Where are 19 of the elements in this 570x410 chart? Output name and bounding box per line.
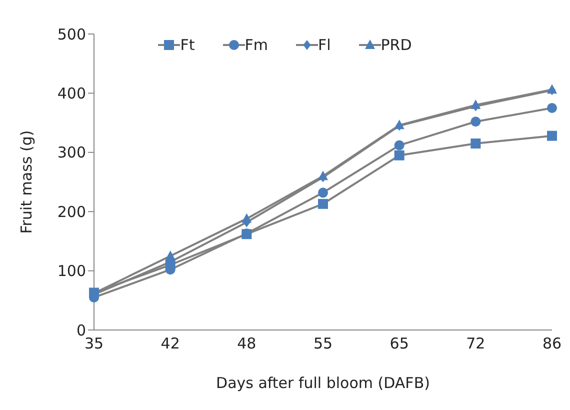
x-axis-title: Days after full bloom (DAFB) <box>216 374 430 392</box>
x-tick-label: 35 <box>84 334 104 353</box>
legend-label: Fl <box>318 36 331 54</box>
y-tick-label: 300 <box>57 144 86 162</box>
legend-label: Fm <box>244 36 268 54</box>
x-tick-label: 86 <box>542 334 562 353</box>
y-tick-label: 200 <box>57 202 86 221</box>
legend-label: Ft <box>180 36 195 54</box>
x-tick-label: 42 <box>160 334 180 353</box>
x-tick-label: 72 <box>466 334 486 353</box>
y-tick-label: 400 <box>57 84 86 103</box>
y-tick-label: 500 <box>57 25 86 44</box>
x-tick-label: 55 <box>313 334 333 353</box>
y-axis-title: Fruit mass (g) <box>17 130 36 234</box>
legend-label: PRD <box>380 36 412 54</box>
y-tick-label: 0 <box>76 321 86 340</box>
y-tick-label: 100 <box>57 262 86 280</box>
x-tick-label: 48 <box>237 334 256 353</box>
x-tick-label: 65 <box>390 334 409 353</box>
